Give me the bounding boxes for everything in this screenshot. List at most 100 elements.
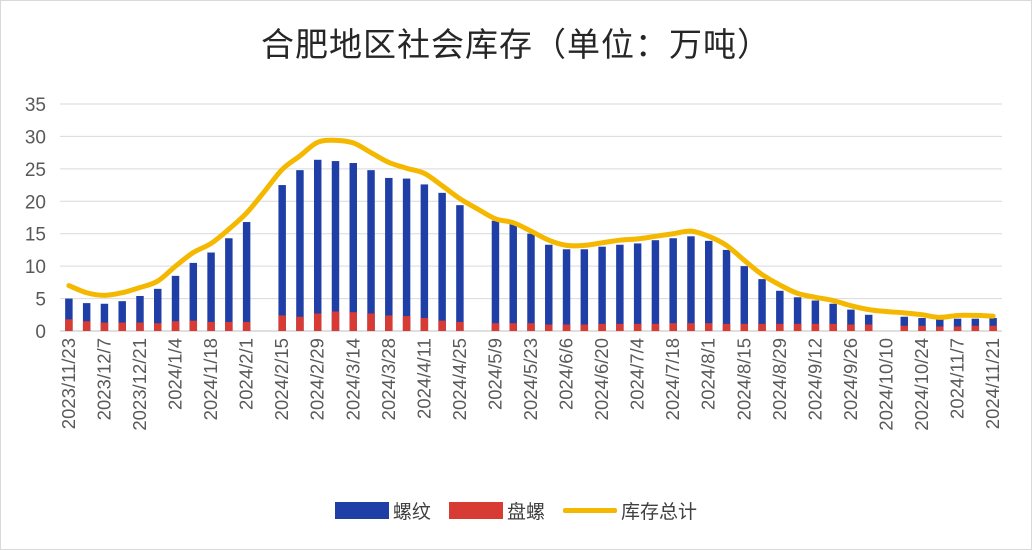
series-line-total <box>66 137 996 320</box>
bar-coil <box>82 321 91 331</box>
bar-coil <box>651 323 660 331</box>
bar-coil <box>154 323 162 331</box>
x-tick-label: 2024/8/29 <box>769 338 790 420</box>
x-tick-label: 2024/7/18 <box>662 338 683 420</box>
x-tick-label: 2024/3/28 <box>378 338 399 420</box>
bar-coil <box>207 321 215 331</box>
bar-coil <box>598 323 606 331</box>
bar-rebar <box>793 297 802 331</box>
x-tick-label: 2024/3/14 <box>342 338 363 420</box>
bar-coil <box>633 323 642 331</box>
bar-rebar <box>705 240 713 331</box>
bar-coil <box>705 323 713 331</box>
bar-rebar <box>189 262 198 331</box>
legend: 螺纹 盘螺 库存总计 <box>0 497 1032 524</box>
bar-coil <box>722 323 731 331</box>
bar-coil <box>545 324 553 331</box>
x-tick-label: 2024/11/21 <box>982 338 1003 429</box>
bar-rebar <box>207 252 215 331</box>
bar-rebar <box>100 303 109 331</box>
bar-coil <box>367 313 375 331</box>
bar-coil <box>669 323 677 331</box>
x-tick-label: 2023/11/23 <box>58 338 79 429</box>
bar-coil <box>225 321 233 331</box>
legend-swatch-rebar <box>334 502 389 519</box>
bar-coil <box>936 326 944 331</box>
bar-rebar <box>385 177 393 331</box>
y-tick-label: 30 <box>25 127 46 148</box>
bar-rebar <box>669 238 677 331</box>
x-tick-label: 2024/8/15 <box>733 338 754 420</box>
bar-coil <box>616 323 624 331</box>
bar-coil <box>118 322 126 331</box>
bar-rebar <box>811 300 820 331</box>
bar-coil <box>580 324 589 331</box>
bar-rebar <box>154 288 162 331</box>
x-tick-label: 2024/1/4 <box>165 338 186 410</box>
bar-rebar <box>438 192 446 331</box>
bar-rebar <box>456 205 464 331</box>
bar-rebar <box>65 298 73 331</box>
x-tick-label: 2024/9/12 <box>804 338 825 420</box>
bar-coil <box>438 320 446 331</box>
bar-rebar <box>580 249 589 331</box>
legend-item-coil: 盘螺 <box>448 497 545 524</box>
bar-coil <box>242 321 251 331</box>
legend-label-coil: 盘螺 <box>506 501 545 523</box>
legend-swatch-total <box>563 508 618 513</box>
bar-rebar <box>313 159 322 331</box>
bar-rebar <box>278 185 286 331</box>
bar-rebar <box>562 249 571 331</box>
bar-coil <box>509 323 517 331</box>
x-tick-label: 2024/1/18 <box>200 338 221 420</box>
legend-label-total: 库存总计 <box>621 501 698 523</box>
bar-rebar <box>740 266 749 331</box>
x-tick-label: 2024/4/25 <box>449 338 470 420</box>
bar-rebar <box>864 314 873 331</box>
bar-coil <box>971 325 980 331</box>
bar-coil <box>171 321 180 331</box>
y-tick-label: 5 <box>35 290 46 311</box>
bar-rebar <box>402 178 411 331</box>
bar-coil <box>420 318 429 331</box>
x-tick-label: 2024/4/11 <box>413 338 434 419</box>
bar-rebar <box>829 303 837 331</box>
x-tick-label: 2024/8/1 <box>698 338 719 410</box>
bar-coil <box>811 323 820 331</box>
bar-coil <box>491 323 500 331</box>
total-line <box>66 137 996 320</box>
bar-coil <box>918 325 926 331</box>
bar-rebar <box>900 316 908 331</box>
bar-rebar <box>651 240 660 331</box>
bar-rebar <box>971 318 980 331</box>
x-tick-label: 2024/6/6 <box>556 338 577 410</box>
x-tick-label: 2024/5/9 <box>484 338 505 410</box>
bar-coil <box>402 316 411 331</box>
chart-title: 合肥地区社会库存（单位：万吨） <box>261 25 771 64</box>
bar-coil <box>65 319 73 331</box>
bar-coil <box>296 316 304 331</box>
bar-rebar <box>136 295 144 331</box>
bar-coil <box>349 312 357 331</box>
bar-coil <box>776 323 784 331</box>
bar-rebar <box>616 244 624 331</box>
bar-rebar <box>847 309 855 331</box>
x-tick-label: 2023/12/21 <box>129 338 150 431</box>
bar-rebar <box>527 233 535 331</box>
x-tick-label: 2024/10/10 <box>875 338 896 431</box>
bar-rebar <box>936 319 944 331</box>
bar-coil <box>562 324 571 331</box>
x-tick-label: 2024/2/1 <box>236 338 257 410</box>
legend-label-rebar: 螺纹 <box>392 501 431 523</box>
bar-rebar <box>509 223 517 331</box>
y-tick-label: 0 <box>35 322 46 343</box>
legend-item-total: 库存总计 <box>563 497 697 524</box>
bar-coil <box>100 322 109 331</box>
y-tick-label: 25 <box>25 160 46 181</box>
y-axis-ticks: 0 5 10 15 20 25 30 35 <box>25 95 46 343</box>
bar-coil <box>847 324 855 331</box>
bar-rebar <box>171 275 180 331</box>
bar-coil <box>527 323 535 331</box>
bar-rebar <box>491 220 500 331</box>
bar-coil <box>136 322 144 331</box>
